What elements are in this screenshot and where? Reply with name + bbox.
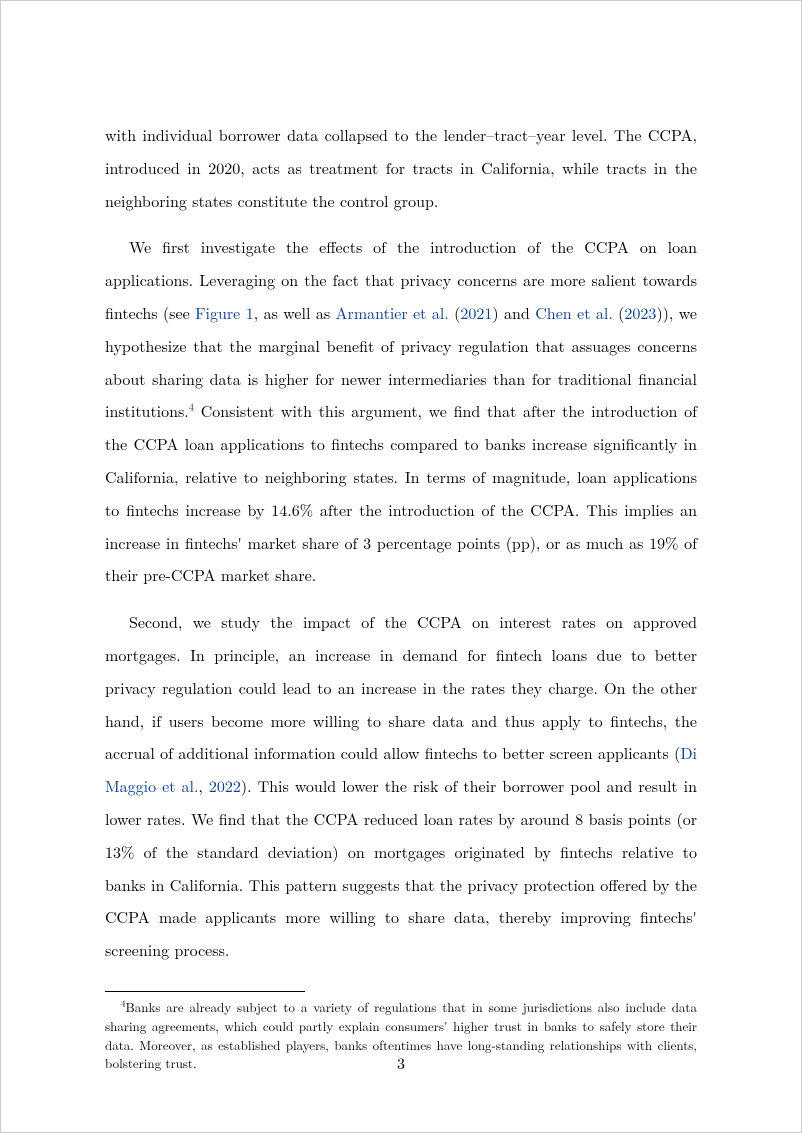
body-text: Second, we study the impact of the CCPA … xyxy=(105,610,697,764)
citation-year[interactable]: 2022 xyxy=(209,774,241,797)
paragraph-2: We first investigate the effects of the … xyxy=(105,231,697,592)
page-container: with individual borrower data collapsed … xyxy=(1,1,801,1132)
paragraph-1: with individual borrower data collapsed … xyxy=(105,119,697,217)
figure-link[interactable]: Figure 1 xyxy=(195,301,254,324)
body-text: ). This would lower the risk of their bo… xyxy=(105,774,697,961)
body-text: , xyxy=(198,774,208,797)
body-text: , as well as xyxy=(254,301,336,324)
footnote-separator xyxy=(105,991,305,992)
page-number: 3 xyxy=(1,1051,801,1074)
body-text: ) and xyxy=(492,301,535,324)
citation-author[interactable]: Armantier et al. xyxy=(336,301,449,324)
citation-year[interactable]: 2023 xyxy=(624,301,656,324)
citation-author[interactable]: Chen et al. xyxy=(535,301,613,324)
body-text: Consistent with this argument, we find t… xyxy=(105,399,697,586)
body-text: with individual borrower data collapsed … xyxy=(105,123,697,212)
body-text: ( xyxy=(449,301,461,324)
body-text: ( xyxy=(613,301,625,324)
paragraph-3: Second, we study the impact of the CCPA … xyxy=(105,606,697,967)
citation-year[interactable]: 2021 xyxy=(460,301,492,324)
